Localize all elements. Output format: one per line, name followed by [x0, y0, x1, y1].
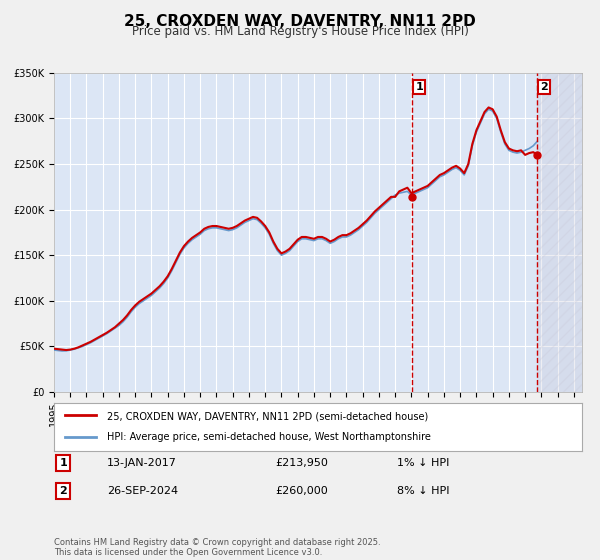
Text: 2: 2 — [59, 486, 67, 496]
Text: 8% ↓ HPI: 8% ↓ HPI — [397, 486, 450, 496]
Text: £260,000: £260,000 — [276, 486, 329, 496]
Text: HPI: Average price, semi-detached house, West Northamptonshire: HPI: Average price, semi-detached house,… — [107, 432, 431, 442]
Text: 13-JAN-2017: 13-JAN-2017 — [107, 458, 176, 468]
Text: 1% ↓ HPI: 1% ↓ HPI — [397, 458, 449, 468]
Text: £213,950: £213,950 — [276, 458, 329, 468]
Text: 25, CROXDEN WAY, DAVENTRY, NN11 2PD: 25, CROXDEN WAY, DAVENTRY, NN11 2PD — [124, 14, 476, 29]
Text: Contains HM Land Registry data © Crown copyright and database right 2025.
This d: Contains HM Land Registry data © Crown c… — [54, 538, 380, 557]
Text: 25, CROXDEN WAY, DAVENTRY, NN11 2PD (semi-detached house): 25, CROXDEN WAY, DAVENTRY, NN11 2PD (sem… — [107, 411, 428, 421]
Text: 26-SEP-2024: 26-SEP-2024 — [107, 486, 178, 496]
Text: 2: 2 — [540, 82, 548, 92]
Text: Price paid vs. HM Land Registry's House Price Index (HPI): Price paid vs. HM Land Registry's House … — [131, 25, 469, 38]
Text: 1: 1 — [415, 82, 423, 92]
Bar — [537, 73, 582, 392]
Text: 1: 1 — [59, 458, 67, 468]
